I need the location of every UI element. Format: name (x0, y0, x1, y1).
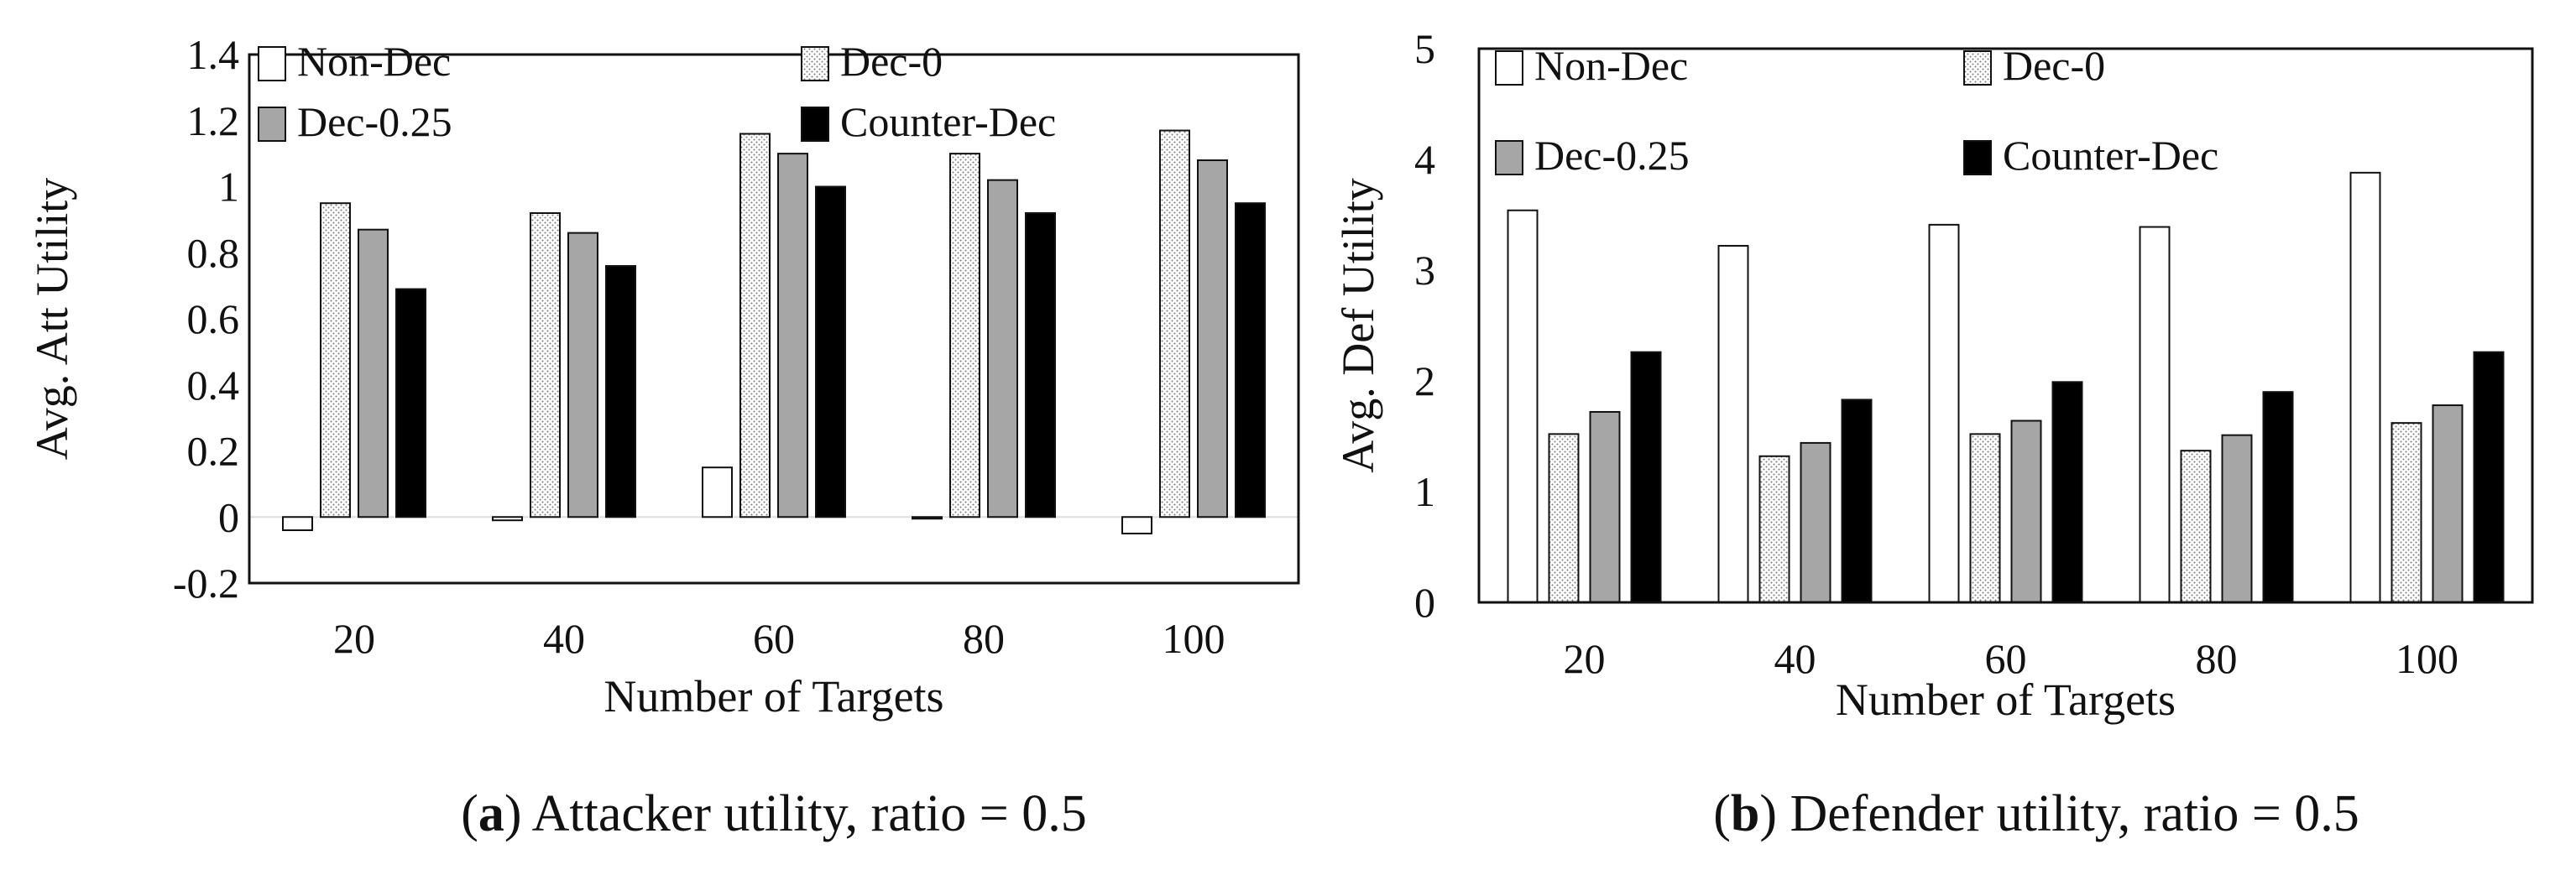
x-tick-label: 40 (543, 615, 585, 662)
bar-dec-0-20 (1548, 433, 1580, 603)
bar-counter-dec-60 (2051, 381, 2083, 603)
y-tick-label: 1 (1414, 468, 1435, 515)
bar-counter-dec-80 (1025, 212, 1056, 518)
bar-non-dec-60 (1928, 223, 1960, 603)
bar-dec-0-100 (1159, 129, 1190, 518)
bar-dec-0-100 (2391, 422, 2422, 603)
legend-swatch (258, 46, 286, 81)
bar-dec-0-20 (320, 202, 351, 518)
bar-non-dec-20 (282, 516, 313, 531)
bar-non-dec-80 (2139, 226, 2171, 603)
plot-frame (248, 53, 1300, 585)
y-tick-label: 5 (1414, 25, 1435, 72)
legend-label: Dec-0.25 (1534, 132, 1690, 179)
bar-dec-0-25-20 (1589, 410, 1621, 603)
x-tick-label: 20 (1564, 635, 1606, 682)
defender-utility-panel: 0 1 2 3 4 5 20 40 60 80 100 Non-Dec Dec-0 Dec-0.25 Cou… (1333, 25, 2534, 842)
bar-non-dec-80 (912, 516, 943, 520)
bar-dec-0-60 (739, 133, 771, 518)
legend-label: Non-Dec (297, 38, 451, 85)
bar-dec-0-80 (2180, 450, 2212, 603)
bar-dec-0-25-100 (1197, 159, 1228, 518)
legend-label: Dec-0.25 (297, 98, 452, 145)
x-tick-label: 40 (1774, 635, 1816, 682)
plot-frame (1477, 47, 2534, 604)
y-tick-label: 1.2 (187, 97, 240, 144)
x-tick-label: 60 (1985, 635, 2027, 682)
bar-non-dec-100 (2349, 171, 2381, 603)
legend-label: Dec-0 (840, 38, 943, 85)
bar-counter-dec-60 (815, 185, 846, 518)
y-tick-label: 0 (1414, 579, 1435, 626)
bar-non-dec-100 (1121, 516, 1152, 534)
legend-swatch (1495, 50, 1523, 86)
legend-label: Counter-Dec (840, 98, 1056, 145)
y-tick-label: 2 (1414, 357, 1435, 404)
legend-swatch (801, 46, 829, 81)
bar-counter-dec-100 (2473, 351, 2505, 603)
caption: (b) Defender utility, ratio = 0.5 (1713, 785, 2359, 842)
x-tick-label: 100 (1163, 615, 1225, 662)
y-tick-label: 0.6 (187, 295, 240, 342)
bar-dec-0-60 (1969, 433, 2001, 603)
bar-dec-0-25-40 (567, 232, 598, 518)
x-tick-label: 80 (963, 615, 1005, 662)
legend-swatch (258, 107, 286, 142)
bar-counter-dec-40 (1841, 399, 1873, 603)
x-tick-label: 100 (2396, 635, 2458, 682)
bar-dec-0-25-80 (987, 179, 1018, 518)
bar-dec-0-40 (1758, 455, 1790, 604)
legend-swatch (1963, 50, 1992, 86)
bar-counter-dec-80 (2262, 391, 2294, 604)
bar-dec-0-25-60 (777, 153, 808, 518)
bar-counter-dec-40 (605, 265, 636, 518)
y-tick-label: 3 (1414, 247, 1435, 294)
bar-counter-dec-20 (1630, 351, 1662, 603)
y-tick-label: 0.4 (187, 362, 240, 409)
legend-swatch (801, 107, 829, 142)
bar-non-dec-60 (702, 466, 733, 518)
legend-label: Non-Dec (1534, 42, 1688, 89)
bar-dec-0-25-40 (1800, 441, 1831, 603)
y-tick-label: 1 (218, 164, 239, 211)
bar-non-dec-20 (1507, 209, 1539, 603)
bar-dec-0-25-20 (358, 228, 389, 518)
x-tick-label: 80 (2196, 635, 2238, 682)
legend-label: Dec-0 (2003, 42, 2105, 89)
bar-dec-0-25-80 (2221, 434, 2253, 603)
caption: (a) Attacker utility, ratio = 0.5 (461, 785, 1087, 842)
y-tick-label: 4 (1414, 136, 1435, 183)
x-tick-label: 20 (333, 615, 375, 662)
bar-dec-0-80 (949, 153, 980, 518)
bar-dec-0-25-60 (2010, 419, 2042, 603)
bar-non-dec-40 (492, 516, 523, 522)
y-axis-label: Avg. Att Utility (27, 178, 77, 461)
attacker-utility-panel: -0.2 0 0.2 0.4 0.6 0.8 1 1.2 1.4 20 40 60 80 100 Non-D… (27, 31, 1300, 842)
x-axis-label: Number of Targets (604, 671, 943, 722)
y-tick-label: 0 (218, 493, 239, 540)
bar-dec-0-40 (530, 212, 561, 518)
legend-swatch (1963, 140, 1992, 175)
bar-dec-0-25-100 (2432, 404, 2464, 604)
y-tick-label: 1.4 (187, 31, 240, 78)
y-tick-label: 0.2 (187, 428, 240, 475)
y-tick-label: 0.8 (187, 229, 240, 276)
bar-non-dec-40 (1717, 244, 1749, 603)
legend-label: Counter-Dec (2003, 132, 2218, 179)
x-tick-label: 60 (753, 615, 795, 662)
bar-counter-dec-100 (1235, 202, 1266, 518)
y-axis-label: Avg. Def Utility (1333, 178, 1383, 472)
x-axis-label: Number of Targets (1836, 675, 2176, 725)
legend-swatch (1495, 140, 1523, 175)
y-tick-label: -0.2 (173, 560, 239, 607)
bar-counter-dec-20 (395, 288, 426, 518)
